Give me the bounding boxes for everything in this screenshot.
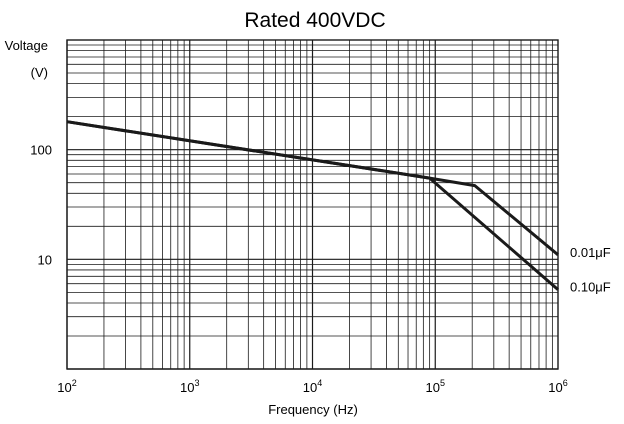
y-tick-label: 100 xyxy=(30,143,52,158)
y-axis-label-line-1: Voltage xyxy=(5,38,48,53)
x-tick-label: 102 xyxy=(57,378,76,395)
plot-frame xyxy=(66,39,559,370)
x-axis-label: Frequency (Hz) xyxy=(268,402,358,417)
y-axis-label-line-2: (V) xyxy=(31,65,48,80)
series-line xyxy=(66,120,559,291)
tick-labels: 102 103 104 105 106 10 100 xyxy=(30,143,567,395)
x-tick-label: 106 xyxy=(548,378,567,395)
x-tick-label: 104 xyxy=(303,378,322,395)
y-tick-label: 10 xyxy=(38,252,52,267)
series-label: 0.01μF xyxy=(570,245,611,260)
x-tick-label: 103 xyxy=(180,378,199,395)
chart-title: Rated 400VDC xyxy=(244,9,385,32)
series-label: 0.10μF xyxy=(570,280,611,295)
grid xyxy=(66,39,559,370)
series-labels: 0.01μF 0.10μF xyxy=(570,245,611,295)
x-tick-label: 105 xyxy=(426,378,445,395)
series-lines xyxy=(66,120,559,291)
